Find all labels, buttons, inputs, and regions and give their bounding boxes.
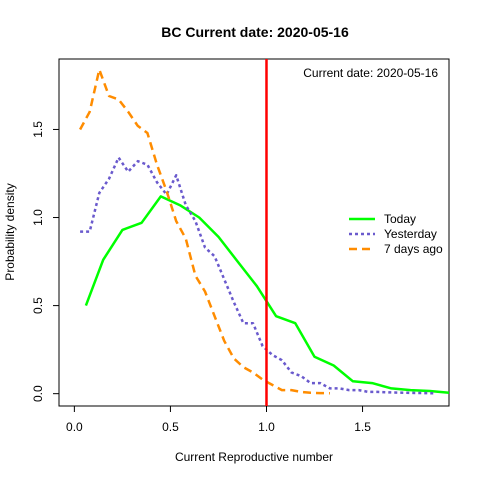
legend-label: Today: [384, 212, 416, 226]
x-tick-label: 0.0: [66, 420, 83, 434]
series-line-2: [79, 68, 330, 395]
current-date-annotation: Current date: 2020-05-16: [303, 66, 438, 80]
y-axis-label: Probability density: [3, 183, 17, 280]
plot-frame: [58, 58, 450, 407]
x-axis: 0.0 0.5 1.0 1.5: [66, 406, 371, 434]
y-tick-label: 1.5: [31, 121, 45, 138]
x-axis-label: Current Reproductive number: [175, 450, 333, 464]
chart-title: BC Current date: 2020-05-16: [161, 24, 349, 40]
legend-label: 7 days ago: [384, 242, 443, 256]
y-tick-label: 0.0: [31, 385, 45, 402]
x-tick-label: 1.0: [258, 420, 275, 434]
series-line-1: [80, 156, 436, 395]
x-tick-label: 1.5: [354, 420, 371, 434]
y-tick-label: 0.5: [31, 297, 45, 314]
legend-label: Yesterday: [384, 227, 437, 241]
y-tick-label: 1.0: [31, 209, 45, 226]
x-tick-label: 0.5: [162, 420, 179, 434]
y-axis: 0.0 0.5 1.0 1.5: [31, 121, 59, 402]
